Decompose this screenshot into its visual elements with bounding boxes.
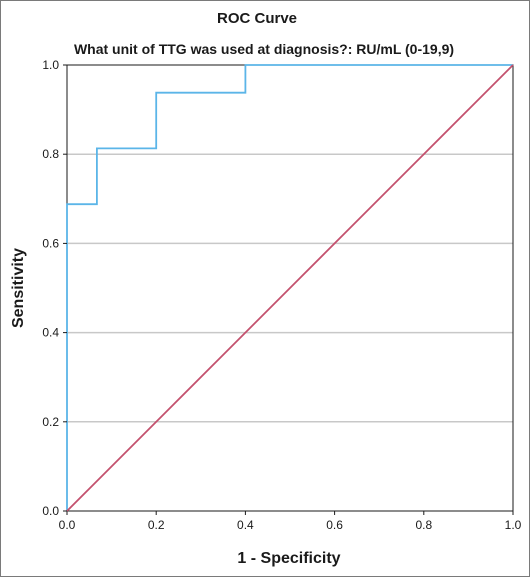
x-tick-label-0: 0.0 [59,518,76,532]
chart-title: ROC Curve [217,10,297,27]
x-tick-label-1: 0.2 [148,518,165,532]
roc-curve-line [66,64,513,511]
x-tick-label-4: 0.8 [415,518,432,532]
y-tick-label-4: 0.8 [42,147,59,161]
chart-subtitle: What unit of TTG was used at diagnosis?:… [74,41,454,57]
x-tick-label-2: 0.4 [237,518,254,532]
y-tick-label-2: 0.4 [42,326,59,340]
y-tick-label-5: 1.0 [42,58,59,72]
x-axis-label: 1 - Specificity [237,550,340,567]
y-tick-label-1: 0.2 [42,415,59,429]
x-tick-label-5: 1.0 [505,518,522,532]
x-axis-ticks: 0.0 0.2 0.4 0.6 0.8 1.0 [59,511,522,532]
y-axis-ticks: 0.0 0.2 0.4 0.6 0.8 1.0 [42,58,67,518]
grid-lines [67,153,513,423]
reference-line [66,64,514,512]
y-axis-label: Sensitivity [10,248,27,328]
y-tick-label-3: 0.6 [42,236,59,250]
series-group [66,64,514,512]
y-tick-label-0: 0.0 [42,504,59,518]
x-tick-label-3: 0.6 [326,518,343,532]
